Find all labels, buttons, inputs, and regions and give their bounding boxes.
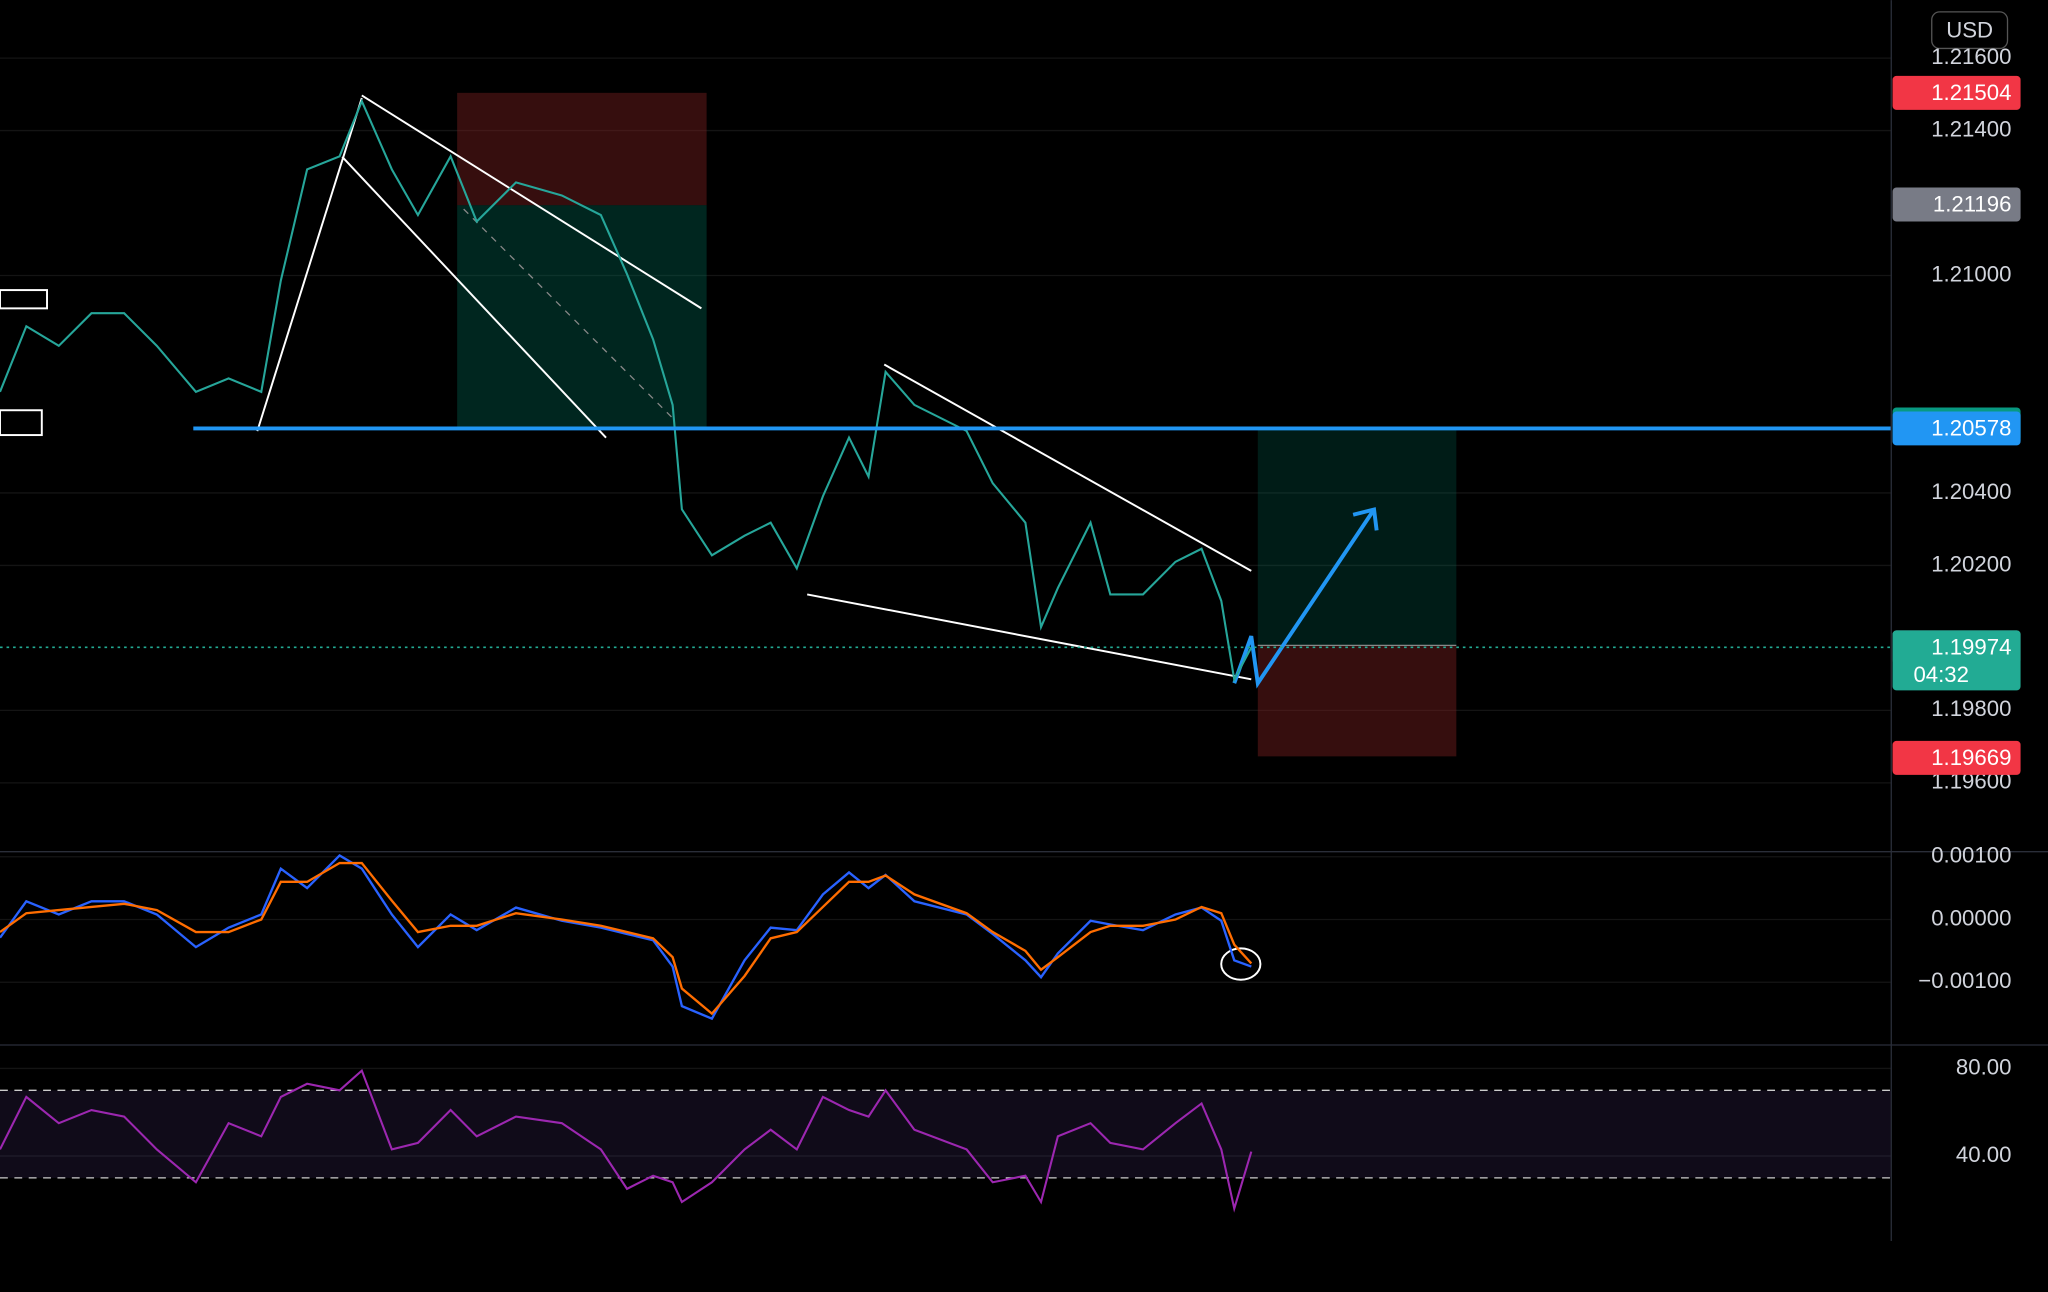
marker-box xyxy=(0,409,43,437)
price-label-box xyxy=(1892,75,2021,110)
currency-button[interactable] xyxy=(1931,11,2009,50)
axis-labels: 1.21600 1.21400 1.21000 1.20400 1.20200 1.198… xyxy=(1892,44,2021,1167)
price-label-box xyxy=(1892,630,2021,691)
price-label: 1.19974 xyxy=(1931,634,2011,659)
y-tick-label: 1.21000 xyxy=(1931,261,2011,286)
price-label-box xyxy=(1892,411,2021,446)
price-label: 1.21504 xyxy=(1931,80,2011,105)
y-tick-label: −0.00100 xyxy=(1918,968,2011,993)
y-tick-label: 1.20400 xyxy=(1931,479,2011,504)
y-tick-label: 40.00 xyxy=(1956,1142,2012,1167)
y-tick-label: 1.21600 xyxy=(1931,44,2011,69)
trend-line xyxy=(883,363,1252,572)
y-tick-label: 1.19800 xyxy=(1931,696,2011,721)
trend-line xyxy=(806,593,1252,681)
price-label: 1.19669 xyxy=(1931,745,2011,770)
y-tick-label: 80.00 xyxy=(1956,1054,2012,1079)
target-zone xyxy=(457,205,707,428)
grid xyxy=(0,57,1892,1179)
y-tick-label: 0.00100 xyxy=(1931,843,2011,868)
rsi-band xyxy=(0,1090,1892,1178)
y-tick-label: 1.21400 xyxy=(1931,116,2011,141)
drawings xyxy=(0,92,1457,981)
trend-line xyxy=(256,97,363,432)
trade-path xyxy=(463,208,674,419)
price-label-box xyxy=(1892,187,2021,222)
trend-line xyxy=(341,156,607,439)
y-tick-label: 0.00000 xyxy=(1931,905,2011,930)
stop-zone xyxy=(457,92,707,206)
series-line xyxy=(0,853,1252,1021)
y-tick-label: 1.20200 xyxy=(1931,551,2011,576)
series-line xyxy=(0,1068,1253,1213)
countdown: 04:32 xyxy=(1913,662,1969,687)
marks xyxy=(0,98,1892,1213)
marker-box xyxy=(0,289,48,310)
currency[interactable]: USD xyxy=(1946,17,1993,42)
trend-line xyxy=(361,94,702,310)
projection-arrow xyxy=(1232,508,1376,689)
series-line xyxy=(0,98,1253,683)
arrow-head xyxy=(1352,507,1379,531)
series-line xyxy=(0,861,1253,1016)
price-label: 1.20578 xyxy=(1931,416,2011,441)
price-label: 1.21196 xyxy=(1933,192,2012,217)
price-label-box xyxy=(1892,740,2021,775)
stop-zone xyxy=(1257,645,1457,757)
highlight-circle xyxy=(1220,947,1262,981)
